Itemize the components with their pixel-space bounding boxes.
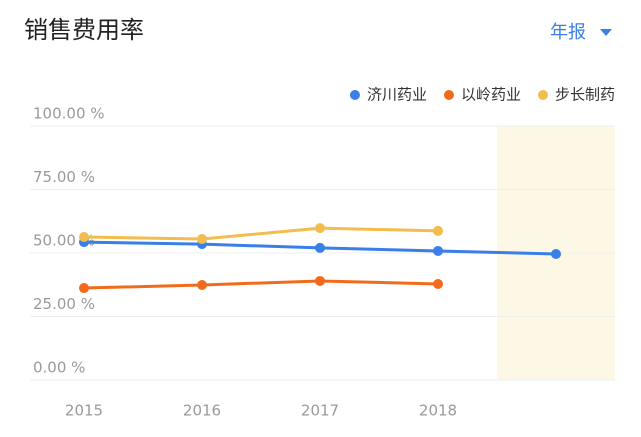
data-point: [79, 231, 89, 242]
data-point: [315, 223, 325, 234]
series-line: [83, 279, 439, 290]
data-point: [433, 245, 443, 256]
y-tick-label: 100.00 %: [33, 105, 105, 123]
data-point: [197, 234, 207, 245]
legend-label: 步长制药: [555, 86, 615, 104]
y-tick-label: 0.00 %: [33, 359, 85, 377]
dropdown-arrow[interactable]: [600, 29, 612, 36]
legend-marker: [443, 90, 454, 100]
x-tick-label: 2015: [65, 402, 103, 420]
x-tick-label: 2017: [301, 402, 339, 420]
legend-marker: [349, 90, 360, 100]
data-point: [315, 242, 325, 253]
x-tick-label: 2016: [183, 402, 221, 420]
legend-label: 以岭药业: [461, 86, 521, 104]
series-line: [83, 226, 439, 241]
y-tick-label: 25.00 %: [33, 295, 95, 313]
y-tick-label: 75.00 %: [33, 168, 95, 186]
data-point: [197, 280, 207, 291]
data-point: [551, 249, 561, 260]
data-point: [79, 283, 89, 294]
data-point: [315, 275, 325, 286]
period-label[interactable]: 年报: [550, 22, 586, 43]
period-selector[interactable]: 年报: [550, 22, 612, 43]
x-tick-label: 2018: [419, 402, 457, 420]
legend-label: 济川药业: [367, 86, 427, 104]
data-point: [433, 225, 443, 236]
chart-title: 销售费用率: [24, 16, 144, 44]
legend-marker: [537, 90, 548, 100]
data-point: [433, 278, 443, 289]
